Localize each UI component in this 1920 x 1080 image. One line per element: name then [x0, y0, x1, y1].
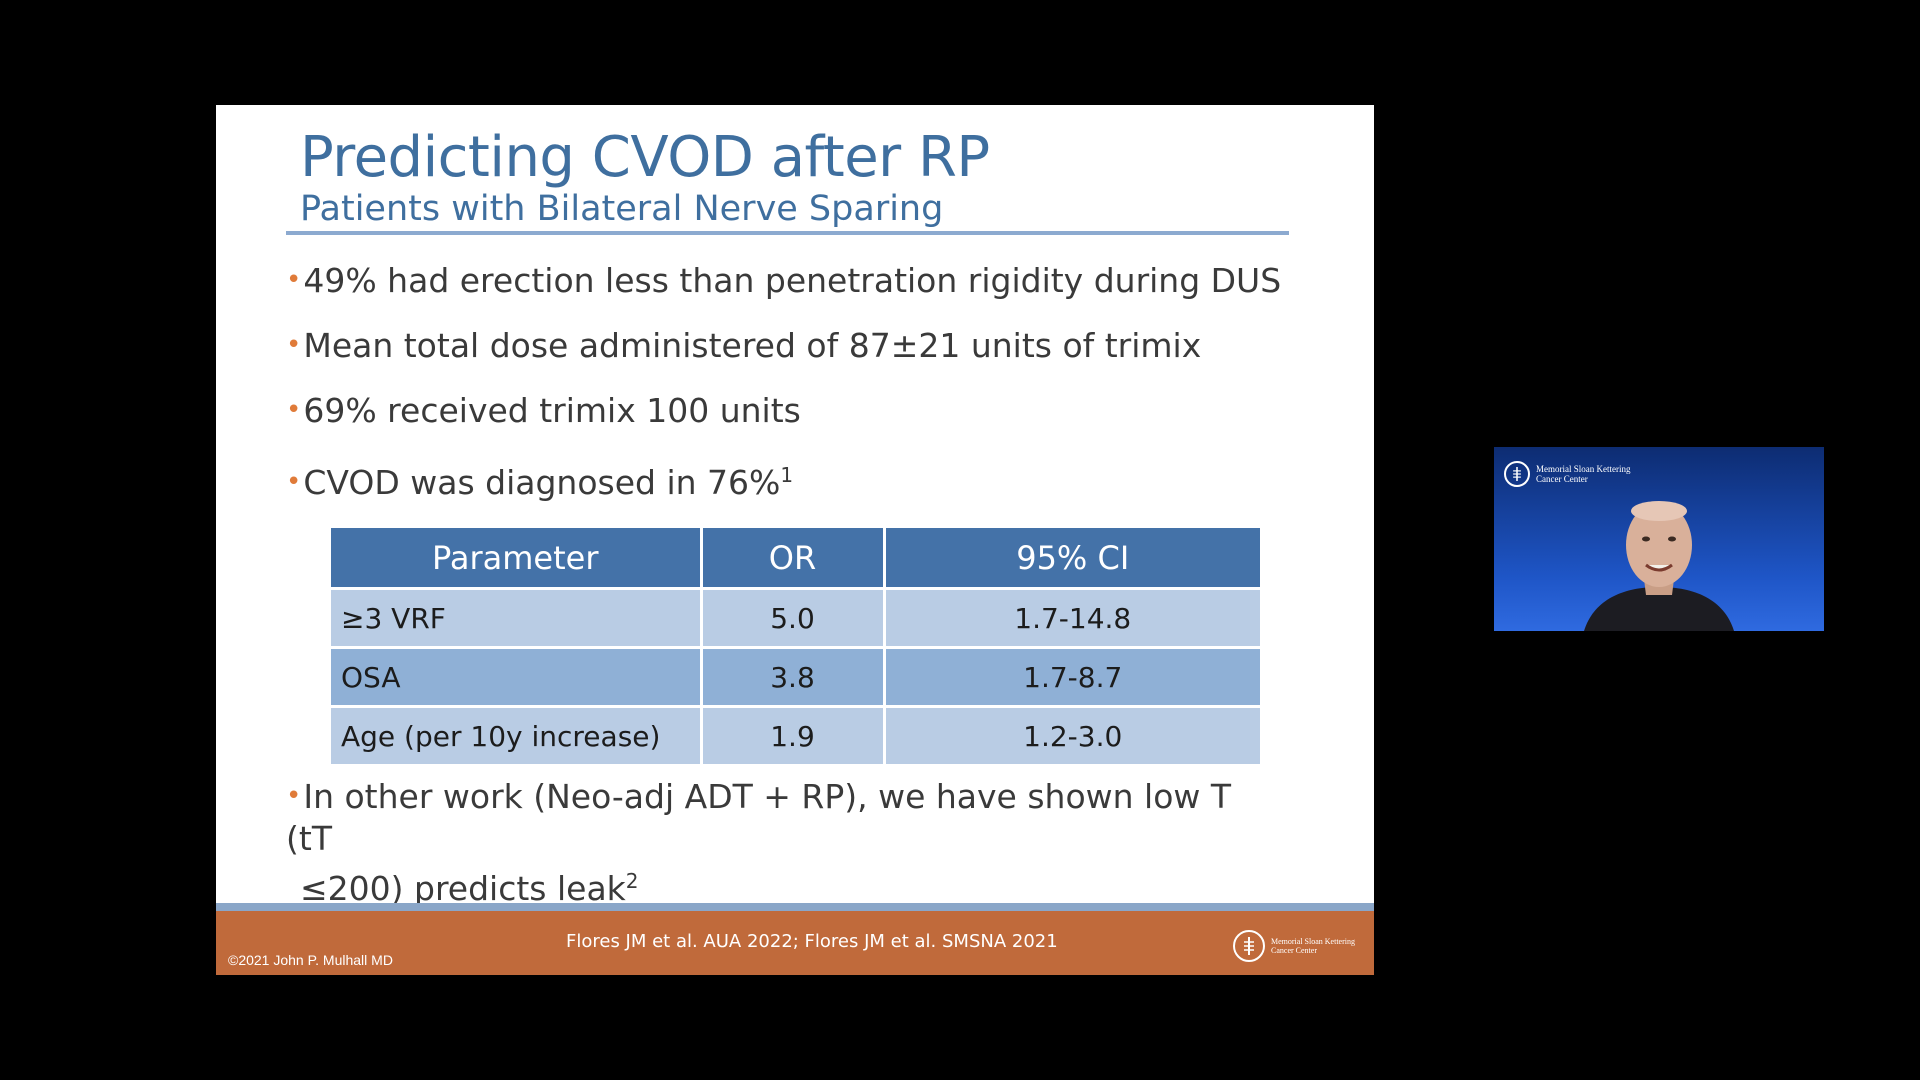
- slide-footer: ©2021 John P. Mulhall MD Flores JM et al…: [216, 911, 1374, 975]
- table-cell-or: 5.0: [701, 588, 886, 649]
- table-cell-or: 3.8: [701, 647, 886, 708]
- bullet-marker: •: [286, 467, 302, 497]
- bullet-text-continued: ≤200) predicts leak: [300, 869, 626, 908]
- bullet-text: 69% received trimix 100 units: [303, 391, 801, 430]
- logo-line: Memorial Sloan Kettering: [1271, 937, 1355, 946]
- bullet-text: 49% had erection less than penetration r…: [303, 261, 1282, 300]
- msk-logo-icon: [1504, 461, 1530, 487]
- table-header-row: Parameter OR 95% CI: [331, 528, 1260, 590]
- bullet-marker: •: [286, 395, 302, 425]
- table-row: Age (per 10y increase) 1.9 1.2-3.0: [331, 706, 1260, 767]
- msk-logo: Memorial Sloan Kettering Cancer Center: [1504, 461, 1630, 487]
- presenter-image: [1584, 501, 1734, 631]
- slide-title: Predicting CVOD after RP: [300, 125, 990, 190]
- bullet-item: •In other work (Neo-adj ADT + RP), we ha…: [286, 775, 1286, 910]
- logo-line: Cancer Center: [1271, 946, 1317, 955]
- bullet-marker: •: [286, 330, 302, 360]
- bullet-list: •49% had erection less than penetration …: [286, 260, 1296, 527]
- table-header-or: OR: [701, 528, 886, 590]
- copyright-text: ©2021 John P. Mulhall MD: [228, 952, 393, 968]
- bullet-text: In other work (Neo-adj ADT + RP), we hav…: [286, 777, 1232, 858]
- bullet-item: •Mean total dose administered of 87±21 u…: [286, 325, 1296, 366]
- msk-logo-text: Memorial Sloan Kettering Cancer Center: [1271, 937, 1355, 955]
- table-cell-parameter: OSA: [331, 647, 703, 708]
- table-row: OSA 3.8 1.7-8.7: [331, 647, 1260, 708]
- table-cell-ci: 1.2-3.0: [884, 706, 1260, 767]
- bullet-marker: •: [286, 265, 302, 295]
- bullet-marker: •: [286, 781, 302, 811]
- slide-subtitle: Patients with Bilateral Nerve Sparing: [300, 189, 944, 229]
- table-cell-ci: 1.7-8.7: [884, 647, 1260, 708]
- bullet-text: Mean total dose administered of 87±21 un…: [303, 326, 1202, 365]
- table-row: ≥3 VRF 5.0 1.7-14.8: [331, 588, 1260, 649]
- table-header-ci: 95% CI: [884, 528, 1260, 590]
- presentation-slide: Predicting CVOD after RP Patients with B…: [216, 105, 1374, 975]
- msk-logo-icon: [1233, 930, 1265, 962]
- table-cell-or: 1.9: [701, 706, 886, 767]
- footer-stripe: [216, 903, 1374, 911]
- table-header-parameter: Parameter: [331, 528, 703, 590]
- bullet-text: CVOD was diagnosed in 76%: [303, 463, 781, 502]
- table-cell-parameter: Age (per 10y increase): [331, 706, 703, 767]
- bullet-item: •49% had erection less than penetration …: [286, 260, 1296, 301]
- logo-line: Cancer Center: [1536, 474, 1588, 484]
- table-cell-parameter: ≥3 VRF: [331, 588, 703, 649]
- citation-text: Flores JM et al. AUA 2022; Flores JM et …: [566, 931, 1058, 952]
- bullet-item: •69% received trimix 100 units: [286, 390, 1296, 431]
- results-table: Parameter OR 95% CI ≥3 VRF 5.0 1.7-14.8 …: [331, 528, 1260, 767]
- table-cell-ci: 1.7-14.8: [884, 588, 1260, 649]
- bullet-item: •CVOD was diagnosed in 76%1: [286, 455, 1296, 503]
- msk-logo-text: Memorial Sloan Kettering Cancer Center: [1536, 464, 1630, 484]
- citation-superscript: 1: [780, 463, 794, 487]
- logo-line: Memorial Sloan Kettering: [1536, 464, 1631, 474]
- citation-superscript: 2: [625, 869, 639, 893]
- msk-logo: Memorial Sloan Kettering Cancer Center: [1233, 928, 1355, 964]
- presenter-video-feed[interactable]: Memorial Sloan Kettering Cancer Center: [1494, 447, 1824, 631]
- title-divider: [286, 231, 1289, 235]
